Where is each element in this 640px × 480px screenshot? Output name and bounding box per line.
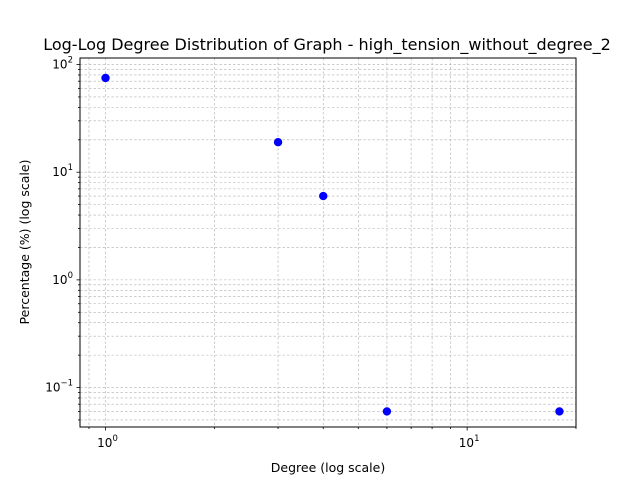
data-point [555,407,564,416]
y-tick-label: 100 [52,271,73,287]
y-tick-label: 10−1 [45,379,73,395]
chart-title: Log-Log Degree Distribution of Graph - h… [43,35,611,55]
grid [80,58,577,427]
data-points [101,73,564,416]
axis-ticks: 100 101 10−1 100 101 102 [45,56,577,450]
y-tick-label: 101 [52,163,73,179]
y-tick-label: 102 [52,56,73,72]
x-tick-label: 100 [97,434,118,450]
data-point [101,73,110,83]
plot-area-frame [79,57,577,428]
x-tick-label: 101 [459,434,480,450]
data-point [382,407,392,416]
data-point [319,191,328,201]
y-axis-label: Percentage (%) (log scale) [17,160,32,325]
data-point [273,137,283,147]
x-axis-label: Degree (log scale) [271,460,385,475]
